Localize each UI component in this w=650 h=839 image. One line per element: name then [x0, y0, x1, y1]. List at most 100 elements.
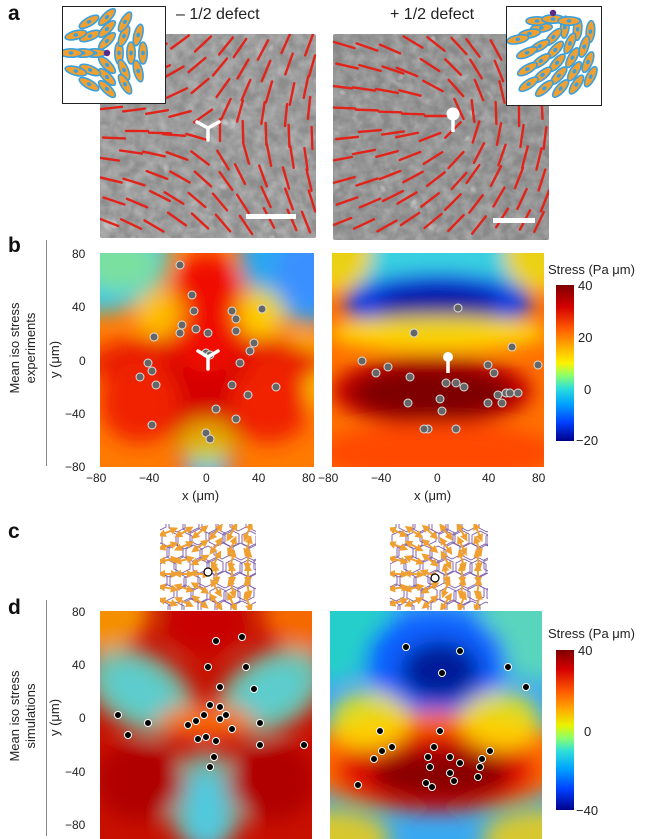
- director-line: [169, 170, 191, 184]
- sim-cells-plus-defect: [379, 513, 521, 634]
- schematic-cell: [581, 51, 595, 74]
- director-line: [256, 39, 270, 61]
- heatmap-d-minus-svg: [100, 611, 312, 839]
- title-minus-half-defect: – 1/2 defect: [176, 6, 260, 23]
- heatmap-blob: [100, 253, 160, 293]
- director-line: [264, 121, 268, 147]
- colorbar-d-tick-0: 0: [584, 724, 592, 739]
- director-line: [376, 219, 398, 233]
- defect-position-dot: [486, 747, 494, 755]
- cell-nucleus: [563, 24, 567, 30]
- sim-cell-arrow: [190, 582, 210, 594]
- defect-position-dot: [271, 382, 281, 392]
- b-x-tick-left-m40: −40: [139, 471, 160, 485]
- panel-letter-d: d: [8, 596, 21, 619]
- defect-position-dot: [451, 378, 461, 388]
- heatmap-blob: [228, 741, 312, 821]
- director-line: [473, 78, 485, 102]
- heatmap-blob: [332, 253, 372, 293]
- director-line: [533, 210, 545, 234]
- defect-position-dot: [235, 358, 245, 368]
- schematic-cell: [97, 67, 117, 87]
- sim-cell-arrow: [421, 553, 439, 567]
- director-line: [378, 43, 402, 55]
- defect-position-dot: [189, 306, 199, 316]
- heatmap-blob: [166, 611, 246, 651]
- b-y-tick-m40: −40: [65, 407, 86, 421]
- director-line: [100, 217, 120, 228]
- cell-nucleus: [73, 33, 79, 37]
- heatmap-blob: [504, 253, 544, 293]
- director-line: [539, 189, 549, 213]
- sim-cell-arrow: [387, 541, 409, 551]
- sim-cell-arrow: [173, 541, 195, 551]
- cell-nucleus: [574, 82, 579, 87]
- director-line: [333, 175, 356, 185]
- director-line: [494, 100, 498, 126]
- cell-nucleus: [582, 44, 587, 49]
- schematic-cell: [97, 31, 117, 51]
- defect-position-dot: [227, 380, 237, 390]
- heatmap-blob: [100, 741, 184, 821]
- defect-position-dot: [505, 388, 515, 398]
- director-line: [169, 34, 191, 50]
- minus-defect-marker: [195, 120, 221, 142]
- colorbar-b-tick-20: 20: [578, 330, 593, 345]
- cell-nucleus: [104, 62, 110, 68]
- schematic-cell: [557, 16, 581, 26]
- defect-position-dot: [192, 717, 200, 725]
- director-line: [310, 125, 314, 151]
- sim-cell-arrow: [403, 583, 425, 593]
- sim-cell-arrow: [209, 537, 223, 555]
- heatmap-blob: [370, 749, 510, 801]
- cell-nucleus: [575, 26, 580, 32]
- defect-position-dot: [453, 303, 463, 313]
- director-line: [307, 189, 316, 213]
- defect-position-dot: [187, 290, 197, 300]
- defect-position-dot: [250, 685, 258, 693]
- director-line: [465, 37, 481, 59]
- sim-cell-arrow: [457, 591, 467, 613]
- b-y-tick-80: 80: [72, 247, 86, 261]
- director-line: [280, 34, 292, 55]
- defect-position-dot: [383, 362, 393, 372]
- director-line: [241, 119, 245, 145]
- defect-position-dot: [206, 701, 214, 709]
- sim-cells-minus-defect: [149, 513, 274, 634]
- schematic-cell: [97, 79, 117, 99]
- director-line: [447, 213, 465, 233]
- heatmap-blob: [177, 419, 237, 467]
- sim-cell-arrow: [440, 592, 452, 612]
- defect-core-dot: [549, 9, 557, 17]
- defect-position-dot: [144, 719, 152, 727]
- row-label-experiments: Mean iso stress experiments: [7, 268, 39, 428]
- colorbar-b-tick-0: 0: [584, 382, 592, 397]
- cell-nucleus: [553, 47, 558, 53]
- colorbar-b: [556, 285, 574, 441]
- schematic-cell: [548, 53, 566, 73]
- cell-nucleus: [129, 50, 133, 56]
- heatmap-b-plus-svg: [332, 253, 544, 467]
- cell-nucleus: [73, 69, 79, 73]
- d-y-tick-m40: −40: [65, 765, 86, 779]
- heatmap-blob: [332, 315, 544, 351]
- defect-position-dot: [450, 777, 458, 785]
- cell-nucleus: [540, 72, 545, 77]
- b-x-tick-left-40: 40: [252, 471, 266, 485]
- director-line: [161, 132, 187, 138]
- director-line: [468, 58, 484, 80]
- b-x-tick-right-80: 80: [532, 471, 546, 485]
- sim-cell-arrow: [403, 569, 425, 579]
- sim-cell-arrow: [191, 595, 209, 609]
- defect-position-dot: [402, 643, 410, 651]
- director-line: [192, 108, 214, 124]
- cell-nucleus: [86, 19, 92, 24]
- schematic-cell: [132, 59, 144, 83]
- cell-nucleus: [551, 34, 556, 40]
- director-line: [287, 123, 291, 149]
- defect-position-dot: [435, 394, 445, 404]
- defect-position-dot: [151, 380, 161, 390]
- director-line: [378, 169, 402, 181]
- defect-position-dot: [422, 779, 430, 787]
- director-line: [215, 77, 231, 99]
